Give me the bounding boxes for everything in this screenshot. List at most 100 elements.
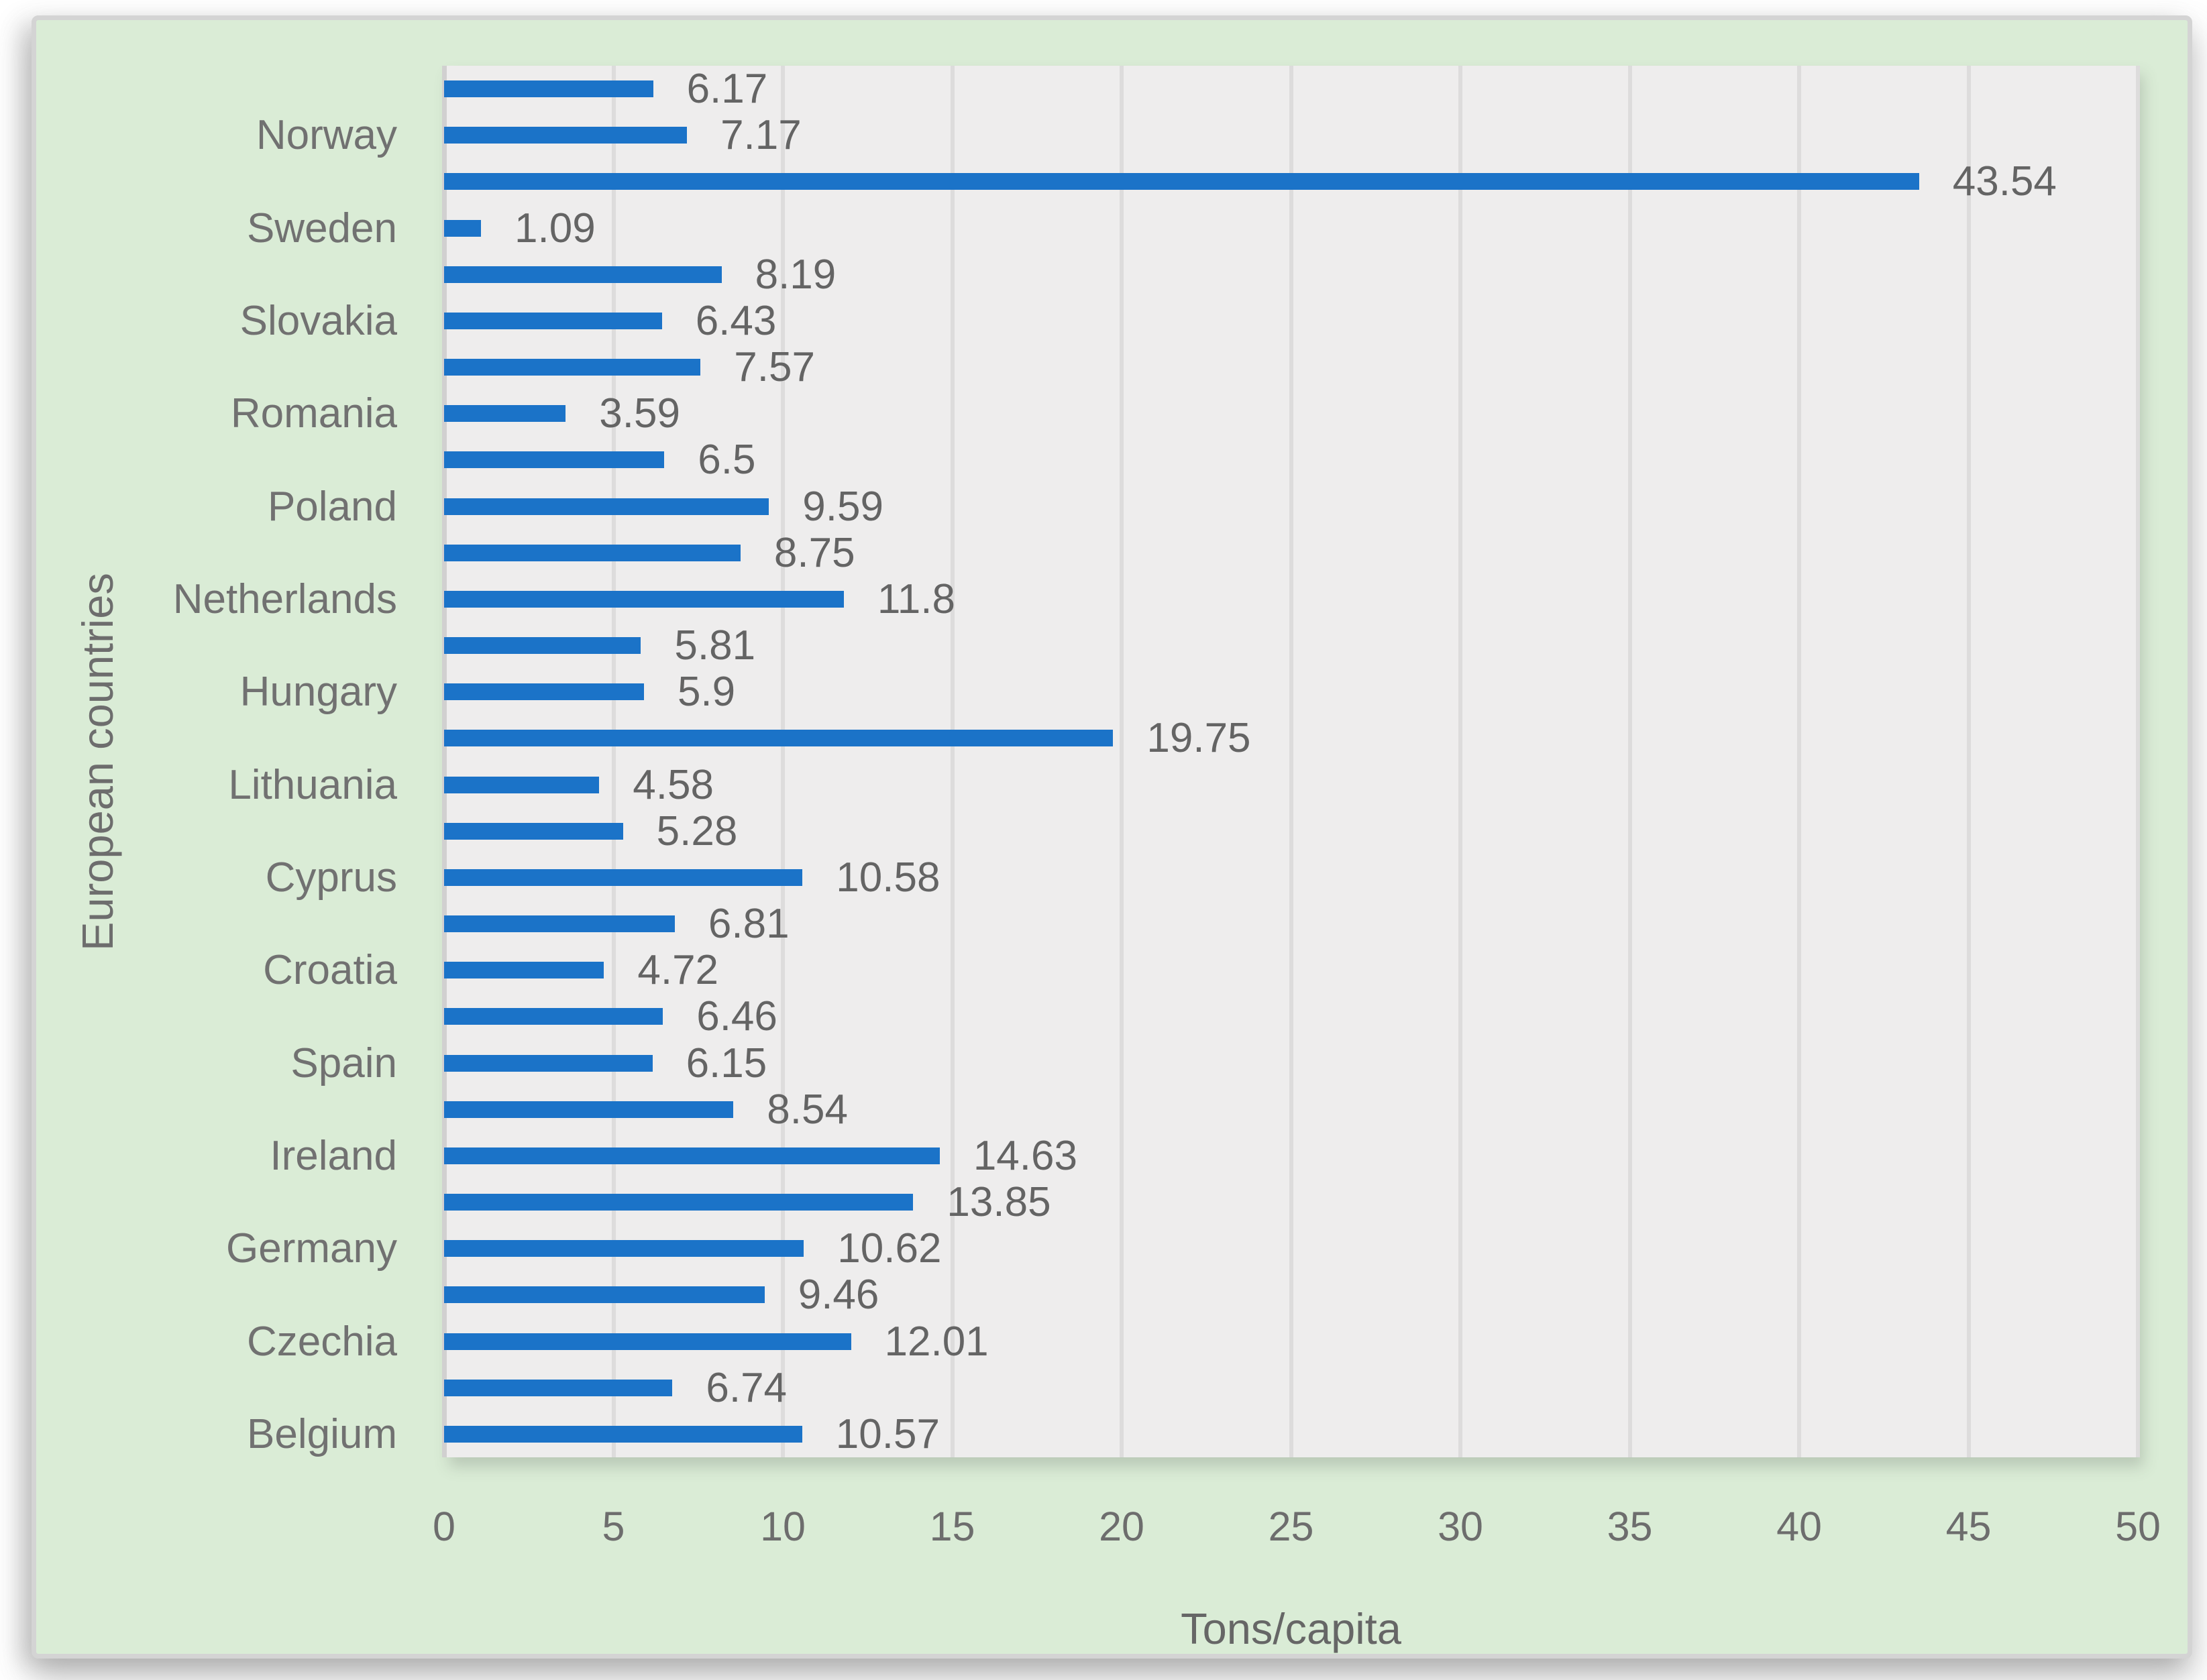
bar	[444, 127, 688, 144]
bar-value-label: 7.17	[720, 112, 802, 159]
bar-value-label: 10.62	[837, 1225, 942, 1272]
bar-value-label: 8.54	[767, 1086, 848, 1133]
bar	[444, 1240, 804, 1257]
x-tick-label: 15	[929, 1504, 975, 1549]
category-label: Slovakia	[239, 297, 397, 344]
bar-value-label: 9.59	[802, 483, 883, 530]
bar	[444, 730, 1114, 747]
bar-value-label: 6.74	[706, 1364, 788, 1411]
bar	[444, 1054, 653, 1072]
x-tick-label: 25	[1268, 1504, 1314, 1549]
gridline	[1627, 66, 1632, 1457]
bar-value-label: 8.75	[773, 529, 855, 576]
bar-value-label: 10.57	[835, 1410, 940, 1457]
bar	[444, 637, 641, 655]
bar-value-label: 5.28	[656, 807, 738, 854]
bar	[444, 312, 662, 329]
category-label: Netherlands	[172, 575, 397, 622]
gridline	[1966, 66, 1971, 1457]
bar	[444, 173, 1919, 190]
bar	[444, 869, 803, 886]
x-tick-label: 20	[1099, 1504, 1144, 1549]
bar-value-label: 14.63	[973, 1132, 1077, 1179]
category-label: Hungary	[239, 669, 397, 716]
gridline	[1289, 66, 1293, 1457]
bar-value-label: 8.19	[755, 251, 837, 298]
x-tick-label: 5	[602, 1504, 625, 1549]
category-label: Spain	[290, 1040, 397, 1086]
bar	[444, 1194, 914, 1211]
bar-value-label: 12.01	[884, 1318, 989, 1365]
x-tick-label: 35	[1607, 1504, 1653, 1549]
bar	[444, 359, 701, 376]
bar	[444, 1333, 851, 1350]
category-label: Sweden	[246, 205, 397, 251]
bar-value-label: 6.5	[698, 437, 756, 484]
bar-value-label: 5.9	[677, 669, 736, 716]
bar-value-label: 5.81	[674, 622, 756, 669]
bar-value-label: 6.43	[695, 297, 777, 344]
x-axis-title: Tons/capita	[1181, 1604, 1401, 1653]
bar-value-label: 6.17	[686, 66, 768, 113]
bar-value-label: 10.58	[836, 854, 940, 901]
bar	[444, 544, 741, 561]
bar	[444, 962, 604, 979]
labels-overlay: 6.17 7.17 Norway 43.54 1.09 Sweden 8.19 6.43 Slo…	[36, 20, 2188, 1654]
category-label: Romania	[230, 390, 397, 437]
bar-value-label: 9.46	[798, 1272, 879, 1319]
bar-value-label: 19.75	[1146, 715, 1251, 762]
x-tick-label: 40	[1776, 1504, 1822, 1549]
bar-value-label: 1.09	[515, 205, 596, 251]
bar	[444, 822, 623, 840]
bar	[444, 1379, 673, 1396]
bar	[444, 80, 653, 98]
bar-value-label: 6.81	[708, 901, 790, 948]
category-label: Czechia	[247, 1318, 397, 1365]
gridline	[1458, 66, 1462, 1457]
category-label: Germany	[226, 1225, 397, 1272]
y-axis-line	[442, 66, 447, 1457]
bar	[444, 1008, 663, 1025]
chart-panel: European countries 6.17 7.17 Norway 43.54 1.…	[32, 15, 2192, 1659]
bar	[444, 776, 600, 793]
gridline	[950, 66, 955, 1457]
bar-value-label: 13.85	[947, 1179, 1051, 1226]
bar-value-label: 11.8	[877, 575, 955, 622]
category-label: Poland	[267, 483, 397, 530]
category-label: Norway	[256, 112, 397, 159]
gridline	[611, 66, 616, 1457]
bar	[444, 1425, 802, 1443]
bar	[444, 405, 566, 423]
x-tick-label: 30	[1438, 1504, 1483, 1549]
plot-area	[442, 66, 2140, 1457]
category-label: Belgium	[247, 1410, 397, 1457]
bar-value-label: 6.46	[696, 993, 777, 1040]
gridline	[1120, 66, 1124, 1457]
bar	[444, 1147, 940, 1164]
x-tick-label: 50	[2115, 1504, 2161, 1549]
bar	[444, 266, 722, 283]
bar-value-label: 6.15	[686, 1040, 767, 1086]
category-label: Lithuania	[228, 761, 397, 808]
x-tick-label: 0	[433, 1504, 455, 1549]
bar-value-label: 43.54	[1952, 158, 2057, 205]
category-label: Cyprus	[265, 854, 397, 901]
bar-value-label: 4.72	[637, 947, 719, 994]
gridline	[1797, 66, 1801, 1457]
bar	[444, 498, 769, 515]
bar	[444, 1286, 765, 1304]
bar	[444, 1101, 734, 1118]
bar	[444, 219, 482, 237]
bar	[444, 915, 675, 933]
x-tick-label: 10	[760, 1504, 806, 1549]
bar	[444, 683, 644, 701]
gridline	[781, 66, 785, 1457]
x-tick-label: 45	[1945, 1504, 1992, 1549]
bar	[444, 590, 844, 608]
bar-value-label: 4.58	[633, 761, 714, 808]
bar-value-label: 7.57	[734, 344, 815, 391]
bar-value-label: 3.59	[599, 390, 680, 437]
bar	[444, 451, 665, 469]
category-label: Ireland	[270, 1132, 397, 1179]
